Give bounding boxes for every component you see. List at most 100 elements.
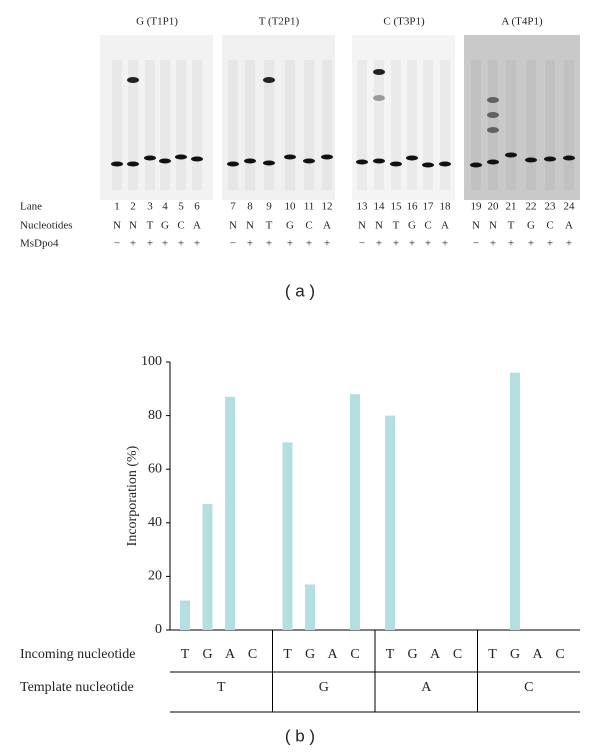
nucleotide: C [424, 220, 431, 232]
nucleotide: C [305, 220, 312, 232]
nucleotide: N [229, 220, 237, 232]
lane-number: 6 [194, 201, 200, 213]
row-label: Lane [20, 201, 42, 213]
enzyme-sign: + [547, 238, 553, 250]
enzyme-sign: + [376, 238, 382, 250]
enzyme-sign: + [266, 238, 272, 250]
x-tick-label: G [510, 647, 520, 662]
row-label: Nucleotides [20, 220, 73, 232]
gel-band [487, 159, 499, 165]
enzyme-sign: + [490, 238, 496, 250]
lane-smear [506, 60, 516, 190]
lane-smear [391, 60, 401, 190]
enzyme-sign: − [114, 238, 120, 250]
gel-band [303, 158, 315, 164]
lane-number: 21 [506, 201, 517, 213]
enzyme-sign: + [178, 238, 184, 250]
enzyme-sign: + [528, 238, 534, 250]
lane-number: 18 [440, 201, 452, 213]
gel-band [563, 155, 575, 161]
lane-number: 20 [488, 201, 500, 213]
lane-smear [128, 60, 138, 190]
bar [305, 584, 315, 630]
gel-band [321, 154, 333, 160]
extension-band [127, 77, 139, 83]
nucleotide: C [546, 220, 553, 232]
lane-smear [526, 60, 536, 190]
gel-panel [100, 35, 213, 200]
gel-band [159, 158, 171, 164]
x-tick-label: T [181, 647, 190, 662]
lane-number: 5 [178, 201, 184, 213]
nucleotide: N [246, 220, 254, 232]
gel-band [390, 161, 402, 167]
row-label: Incoming nucleotide [20, 647, 135, 662]
lane-smear [471, 60, 481, 190]
nucleotide: C [177, 220, 184, 232]
x-tick-label: G [407, 647, 417, 662]
nucleotide: G [286, 220, 294, 232]
lane-smear [192, 60, 202, 190]
x-tick-label: C [453, 647, 462, 662]
lane-smear [407, 60, 417, 190]
row-label: MsDpo4 [20, 238, 59, 250]
lane-smear [245, 60, 255, 190]
gel-band [284, 154, 296, 160]
lane-smear [145, 60, 155, 190]
nucleotide: N [113, 220, 121, 232]
bar [385, 415, 395, 630]
enzyme-sign: − [230, 238, 236, 250]
enzyme-sign: + [409, 238, 415, 250]
x-tick-label: T [386, 647, 395, 662]
y-tick-label: 40 [148, 515, 162, 530]
lane-number: 22 [526, 201, 537, 213]
enzyme-sign: + [194, 238, 200, 250]
lane-number: 17 [423, 201, 435, 213]
extension-band [263, 77, 275, 83]
gel-panel [464, 35, 580, 200]
template-label: T [217, 680, 226, 695]
gel-band [525, 157, 537, 163]
lane-number: 11 [304, 201, 315, 213]
gel-band [175, 154, 187, 160]
nucleotide: N [129, 220, 137, 232]
enzyme-sign: + [147, 238, 153, 250]
lane-number: 1 [114, 201, 120, 213]
row-label: Template nucleotide [20, 680, 134, 695]
lane-smear [564, 60, 574, 190]
nucleotide: N [472, 220, 480, 232]
enzyme-sign: + [130, 238, 136, 250]
lane-smear [228, 60, 238, 190]
enzyme-sign: − [359, 238, 365, 250]
enzyme-sign: + [247, 238, 253, 250]
lane-number: 24 [564, 201, 576, 213]
nucleotide: G [527, 220, 535, 232]
x-tick-label: G [305, 647, 315, 662]
bar [180, 600, 190, 630]
y-tick-label: 20 [148, 569, 162, 584]
template-label: G [319, 680, 329, 695]
enzyme-sign: + [306, 238, 312, 250]
nucleotide: T [266, 220, 273, 232]
lane-smear [423, 60, 433, 190]
lane-smear [357, 60, 367, 190]
nucleotide: N [358, 220, 366, 232]
enzyme-sign: + [162, 238, 168, 250]
nucleotide: A [441, 220, 449, 232]
caption: ( a ) [285, 281, 315, 300]
y-tick-label: 100 [141, 354, 162, 369]
lane-smear [440, 60, 450, 190]
x-tick-label: A [430, 647, 441, 662]
extension-band [487, 127, 499, 133]
x-tick-label: T [488, 647, 497, 662]
y-axis-label: Incorporation (%) [125, 445, 140, 546]
lane-smear [112, 60, 122, 190]
lane-number: 12 [322, 201, 333, 213]
gel-band [470, 162, 482, 168]
nucleotide: G [408, 220, 416, 232]
x-tick-label: A [532, 647, 543, 662]
lane-number: 3 [147, 201, 153, 213]
lane-number: 14 [374, 201, 386, 213]
bar [225, 396, 235, 630]
